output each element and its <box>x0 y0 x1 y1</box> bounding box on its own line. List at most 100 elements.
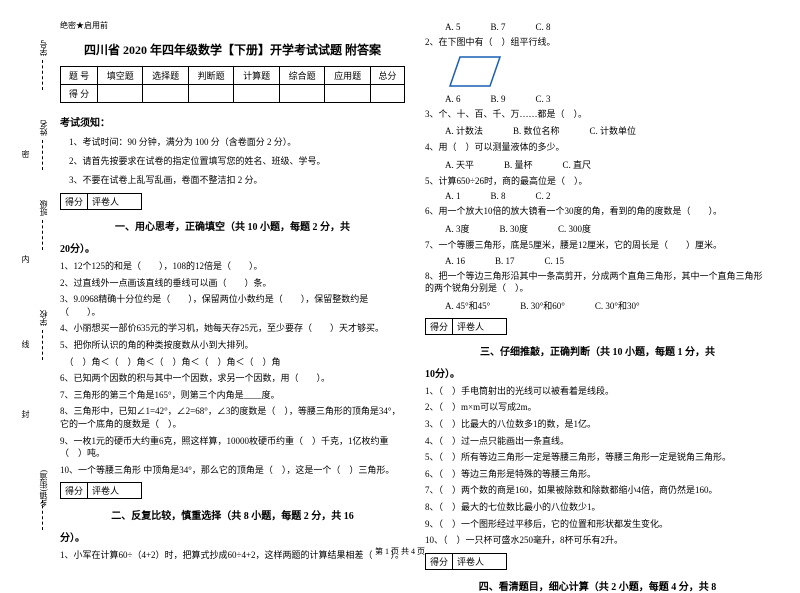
question: 3、个、十、百、千、万……都是（ ）。 <box>425 108 770 121</box>
notice-item: 2、请首先按要求在试卷的指定位置填写您的姓名、班级、学号。 <box>60 154 405 167</box>
option: B. 17 <box>495 256 515 266</box>
option: A. 天平 <box>445 158 474 171</box>
question: 6、已知两个因数的积与其中一个因数，求另一个因数，用（ ）。 <box>60 372 405 385</box>
option: A. 计数法 <box>445 124 483 137</box>
confidential-label: 绝密★启用前 <box>60 20 405 31</box>
grader-label: 评卷人 <box>88 194 123 209</box>
question: 8、三角形中，已知∠1=42°，∠2=68°，∠3的度数是（ ），等腰三角形的顶… <box>60 405 405 430</box>
score-header: 计算题 <box>234 67 279 85</box>
options: A. 5 B. 7 C. 8 <box>445 22 770 32</box>
option: B. 数位名称 <box>513 124 560 137</box>
score-header: 应用题 <box>325 67 370 85</box>
section2-title: 二、反复比较，慎重选择（共 8 小题，每题 2 分，共 16 <box>60 507 405 522</box>
option: B. 30度 <box>500 222 529 235</box>
options: A. 3度 B. 30度 C. 300度 <box>445 222 770 235</box>
sidebar-line <box>42 60 43 90</box>
right-column: A. 5 B. 7 C. 8 2、在下图中有（ ）组平行线。 A. 6 B. 9… <box>425 20 770 545</box>
option: A. 45°和45° <box>445 299 490 312</box>
section-score-box: 得分 评卷人 <box>60 193 142 210</box>
question: 8、（ ）最大的七位数比最小的八位数少1。 <box>425 501 770 514</box>
score-header: 选择题 <box>143 67 188 85</box>
option: B. 7 <box>491 22 506 32</box>
score-cell <box>279 85 324 103</box>
score-cell <box>325 85 370 103</box>
section3-subtitle: 10分）。 <box>425 365 770 380</box>
question: （ ）角＜（ ）角＜（ ）角＜（ ）角＜（ ）角 <box>60 356 405 369</box>
question: 4、小丽想买一部价635元的学习机，她每天存25元，至少要存（ ）天才够买。 <box>60 322 405 335</box>
option: C. 8 <box>536 22 551 32</box>
score-label: 得分 <box>61 483 88 498</box>
score-header: 题 号 <box>61 67 98 85</box>
grader-label: 评卷人 <box>453 319 488 334</box>
score-table: 题 号 填空题 选择题 判断题 计算题 综合题 应用题 总分 得 分 <box>60 66 405 103</box>
score-cell <box>370 85 404 103</box>
options: A. 16 B. 17 C. 15 <box>445 256 770 266</box>
question: 2、在下图中有（ ）组平行线。 <box>425 36 770 49</box>
question: 1、12个125的和是（ ），108的12倍是（ ）。 <box>60 260 405 273</box>
question: 2、过直线外一点画该直线的垂线可以画（ ）条。 <box>60 277 405 290</box>
section4-title: 四、看清题目，细心计算（共 2 小题，每题 4 分，共 8 <box>425 578 770 593</box>
score-cell <box>143 85 188 103</box>
question: 5、（ ）所有等边三角形一定是等腰三角形，等腰三角形一定是锐角三角形。 <box>425 451 770 464</box>
fold-mark: 密 <box>20 150 31 161</box>
sidebar-label-name: 姓名 <box>38 120 49 136</box>
score-label: 得分 <box>426 319 453 334</box>
option: C. 直尺 <box>563 158 592 171</box>
section-score-box: 得分 评卷人 <box>60 482 142 499</box>
sidebar-label-school: 学校 <box>38 310 49 326</box>
option: B. 量杯 <box>504 158 533 171</box>
question: 7、一个等腰三角形，底是5厘米，腰是12厘米，它的周长是（ ）厘米。 <box>425 239 770 252</box>
sidebar-label-student-id: 学号 <box>38 40 49 56</box>
question: 10、（ ）一只杯可盛水250毫升，8杯可乐有2升。 <box>425 534 770 547</box>
sidebar-line <box>42 330 43 360</box>
page-footer: 第 1 页 共 4 页 <box>0 546 800 557</box>
binding-sidebar: 学号 姓名 班级 学校 乡镇(街道) 内 线 封 密 <box>0 0 55 565</box>
section1-subtitle: 20分）。 <box>60 240 405 255</box>
sidebar-label-class: 班级 <box>38 200 49 216</box>
options: A. 天平 B. 量杯 C. 直尺 <box>445 158 770 171</box>
score-header: 综合题 <box>279 67 324 85</box>
score-cell: 得 分 <box>61 85 98 103</box>
options: A. 1 B. 8 C. 2 <box>445 191 770 201</box>
option: B. 30°和60° <box>520 299 565 312</box>
grader-label: 评卷人 <box>88 483 123 498</box>
option: C. 2 <box>536 191 551 201</box>
question: 7、三角形的第三个角是165°，则第三个内角是____度。 <box>60 389 405 402</box>
score-label: 得分 <box>61 194 88 209</box>
fold-mark: 线 <box>20 340 31 351</box>
question: 9、（ ）一个图形经过平移后，它的位置和形状都发生变化。 <box>425 518 770 531</box>
score-header: 判断题 <box>188 67 233 85</box>
sidebar-line <box>42 220 43 250</box>
question: 3、9.0968精确十分位约是（ ），保留两位小数约是（ ），保留整数约是（ ）… <box>60 293 405 318</box>
option: C. 300度 <box>558 222 591 235</box>
question: 1、（ ）手电筒射出的光线可以被看着是线段。 <box>425 385 770 398</box>
sidebar-label-town: 乡镇(街道) <box>38 470 49 507</box>
question: 3、（ ）比最大的八位数多1的数，是1亿。 <box>425 418 770 431</box>
option: A. 6 <box>445 94 461 104</box>
options: A. 计数法 B. 数位名称 C. 计数单位 <box>445 124 770 137</box>
notice-item: 1、考试时间：90 分钟，满分为 100 分（含卷面分 2 分）。 <box>60 135 405 148</box>
question: 4、（ ）过一点只能画出一条直线。 <box>425 435 770 448</box>
score-header: 总分 <box>370 67 404 85</box>
fold-mark: 封 <box>20 410 31 421</box>
question: 5、把你所认识的角的种类按度数从小到大排列。 <box>60 339 405 352</box>
options: A. 45°和45° B. 30°和60° C. 30°和30° <box>445 299 770 312</box>
question: 4、用（ ）可以测量液体的多少。 <box>425 141 770 154</box>
notice-item: 3、不要在试卷上乱写乱画，卷面不整洁扣 2 分。 <box>60 173 405 186</box>
question: 2、（ ）m×m可以写成2m。 <box>425 401 770 414</box>
question: 6、用一个放大10倍的放大镜看一个30度的角，看到的角的度数是（ ）。 <box>425 205 770 218</box>
exam-title: 四川省 2020 年四年级数学【下册】开学考试试题 附答案 <box>60 41 405 58</box>
score-cell <box>188 85 233 103</box>
question: 7、（ ）两个数的商是160，如果被除数和除数都缩小4倍，商仍然是160。 <box>425 484 770 497</box>
option: A. 16 <box>445 256 465 266</box>
sidebar-line <box>42 140 43 170</box>
section1-title: 一、用心思考，正确填空（共 10 小题，每题 2 分，共 <box>60 218 405 233</box>
section3-title: 三、仔细推敲，正确判断（共 10 小题，每题 1 分，共 <box>425 343 770 358</box>
fold-mark: 内 <box>20 255 31 266</box>
rhombus-figure <box>445 54 505 89</box>
question: 8、把一个等边三角形沿其中一条高剪开，分成两个直角三角形，其中一个直角三角形的两… <box>425 270 770 295</box>
sidebar-line <box>42 500 43 530</box>
option: C. 3 <box>536 94 551 104</box>
option: A. 5 <box>445 22 461 32</box>
left-column: 绝密★启用前 四川省 2020 年四年级数学【下册】开学考试试题 附答案 题 号… <box>60 20 405 545</box>
